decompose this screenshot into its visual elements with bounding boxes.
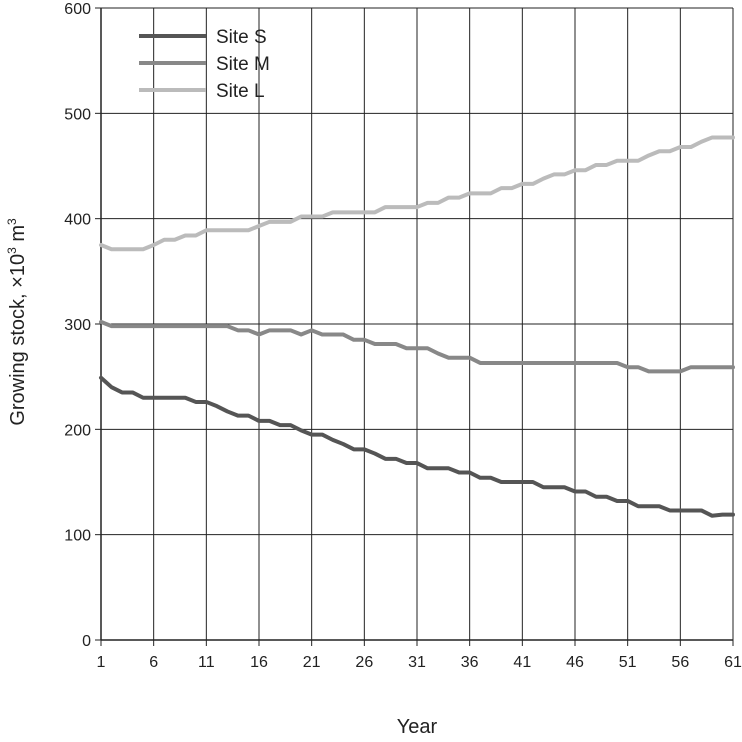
series-line-site-s xyxy=(99,375,735,518)
y-tick-label: 600 xyxy=(64,1,91,18)
x-tick-label: 41 xyxy=(513,654,531,671)
series-line-site-m xyxy=(99,319,735,374)
legend-label-site-s: Site S xyxy=(216,27,267,48)
y-axis-title-main: Growing stock, ×10 xyxy=(7,254,29,426)
y-tick-label: 0 xyxy=(82,633,91,650)
legend: Site S Site M Site L xyxy=(139,27,270,102)
x-tick-label: 61 xyxy=(724,654,742,671)
x-tick-label: 21 xyxy=(303,654,321,671)
x-tick-label: 6 xyxy=(149,654,158,671)
y-tick-label: 400 xyxy=(64,212,91,229)
y-tick-label: 100 xyxy=(64,528,91,545)
x-tick-label: 46 xyxy=(566,654,584,671)
legend-label-site-m: Site M xyxy=(216,54,270,75)
y-tick-label: 300 xyxy=(64,317,91,334)
x-tick-label: 31 xyxy=(408,654,426,671)
x-axis-title: Year xyxy=(397,716,438,738)
y-axis-title: Growing stock, ×103 m3 xyxy=(5,218,29,426)
x-axis-ticks: 1 6 11 16 21 26 31 36 41 46 51 56 61 xyxy=(97,640,742,671)
grid-lines xyxy=(101,7,734,640)
x-tick-label: 56 xyxy=(671,654,689,671)
x-tick-label: 36 xyxy=(461,654,479,671)
y-axis-title-unit: m xyxy=(7,225,29,247)
y-axis-ticks: 0 100 200 300 400 500 600 xyxy=(64,1,101,650)
y-tick-label: 500 xyxy=(64,106,91,123)
series-line-site-l xyxy=(99,135,735,252)
series-lines xyxy=(99,135,735,518)
y-tick-label: 200 xyxy=(64,422,91,439)
legend-label-site-l: Site L xyxy=(216,81,265,102)
y-axis-title-exp1: 3 xyxy=(5,247,19,254)
y-axis-title-exp2: 3 xyxy=(5,218,19,225)
x-tick-label: 51 xyxy=(619,654,637,671)
x-tick-label: 1 xyxy=(97,654,106,671)
x-tick-label: 26 xyxy=(355,654,373,671)
x-tick-label: 11 xyxy=(198,654,215,671)
x-tick-label: 16 xyxy=(250,654,268,671)
